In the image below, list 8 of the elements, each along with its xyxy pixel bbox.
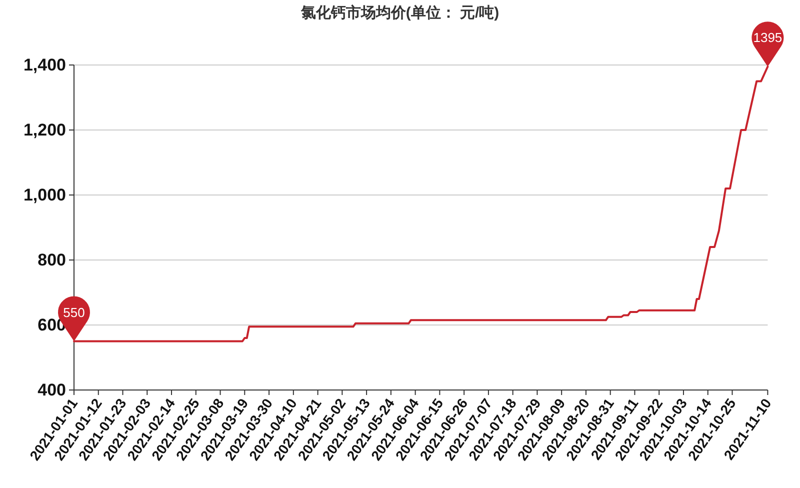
y-tick-label: 1,200 (23, 120, 66, 140)
y-tick-label: 1,000 (23, 186, 66, 204)
title: 氯化钙市场均价(单位： 元/吨) (300, 4, 500, 22)
annotation-label: 1395 (753, 30, 782, 46)
y-tick-label: 400 (38, 380, 66, 400)
y-tick-label: 1,400 (23, 56, 66, 74)
y-tick-label: 800 (38, 250, 66, 270)
annotation-label: 550 (63, 304, 85, 320)
